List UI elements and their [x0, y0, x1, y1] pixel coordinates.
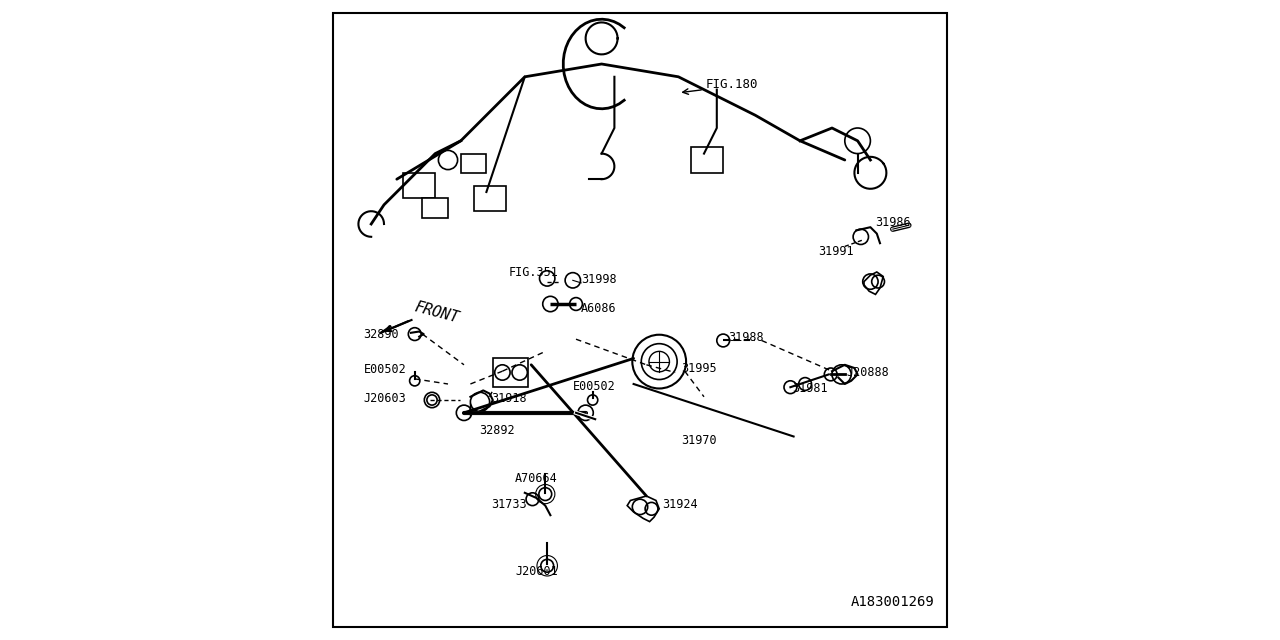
Text: J20601: J20601 — [516, 564, 558, 578]
Text: 31924: 31924 — [663, 497, 698, 511]
Text: 31995: 31995 — [681, 362, 717, 376]
Text: 31998: 31998 — [581, 273, 617, 286]
Text: A183001269: A183001269 — [851, 595, 934, 609]
Polygon shape — [627, 496, 659, 522]
Text: 31991: 31991 — [818, 244, 854, 258]
Text: A6086: A6086 — [581, 301, 617, 315]
Text: 31988: 31988 — [728, 331, 764, 344]
Bar — [691, 147, 723, 173]
Text: J20603: J20603 — [364, 392, 406, 405]
Text: A70664: A70664 — [516, 472, 558, 485]
Text: 31981: 31981 — [792, 382, 828, 396]
Text: 31970: 31970 — [681, 433, 717, 447]
Text: 31733: 31733 — [492, 497, 527, 511]
Bar — [474, 186, 506, 211]
Text: FIG.180: FIG.180 — [705, 78, 758, 92]
Text: E00502: E00502 — [573, 380, 616, 394]
Bar — [493, 358, 529, 387]
Text: FIG.351: FIG.351 — [508, 266, 558, 280]
Text: 31918: 31918 — [492, 392, 527, 405]
Text: FRONT: FRONT — [412, 300, 461, 326]
Bar — [461, 154, 486, 173]
Text: 32890: 32890 — [364, 328, 399, 341]
Bar — [403, 173, 435, 198]
Text: 32892: 32892 — [479, 424, 515, 437]
Text: E00502: E00502 — [364, 363, 406, 376]
Text: J20888: J20888 — [846, 366, 888, 380]
Bar — [422, 198, 448, 218]
Polygon shape — [864, 272, 883, 294]
Text: 31986: 31986 — [876, 216, 911, 229]
